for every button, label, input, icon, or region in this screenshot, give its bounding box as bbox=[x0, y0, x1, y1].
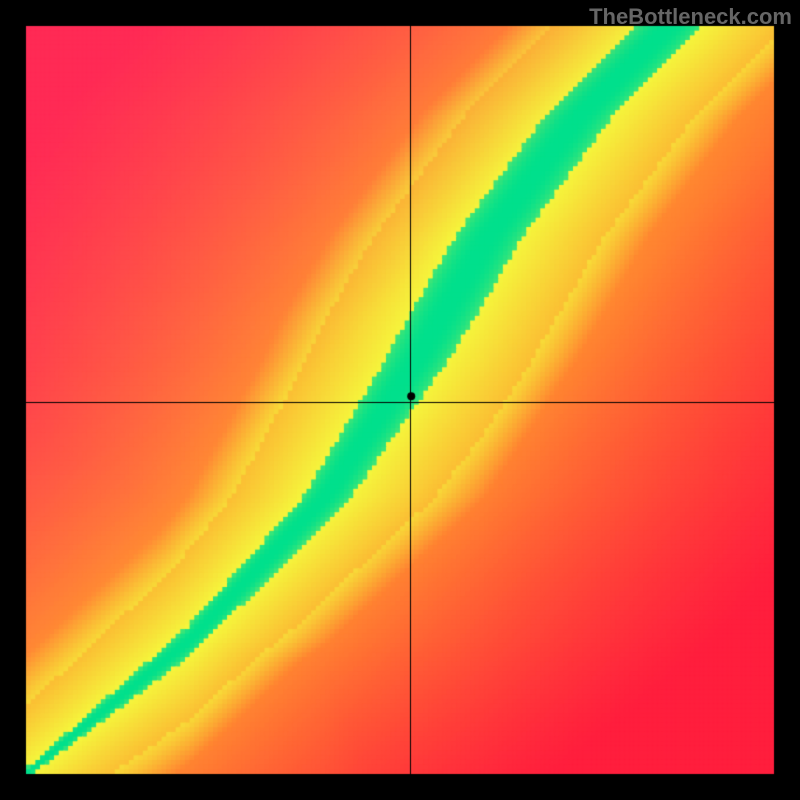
bottleneck-heatmap-canvas bbox=[0, 0, 800, 800]
watermark-text: TheBottleneck.com bbox=[589, 4, 792, 30]
